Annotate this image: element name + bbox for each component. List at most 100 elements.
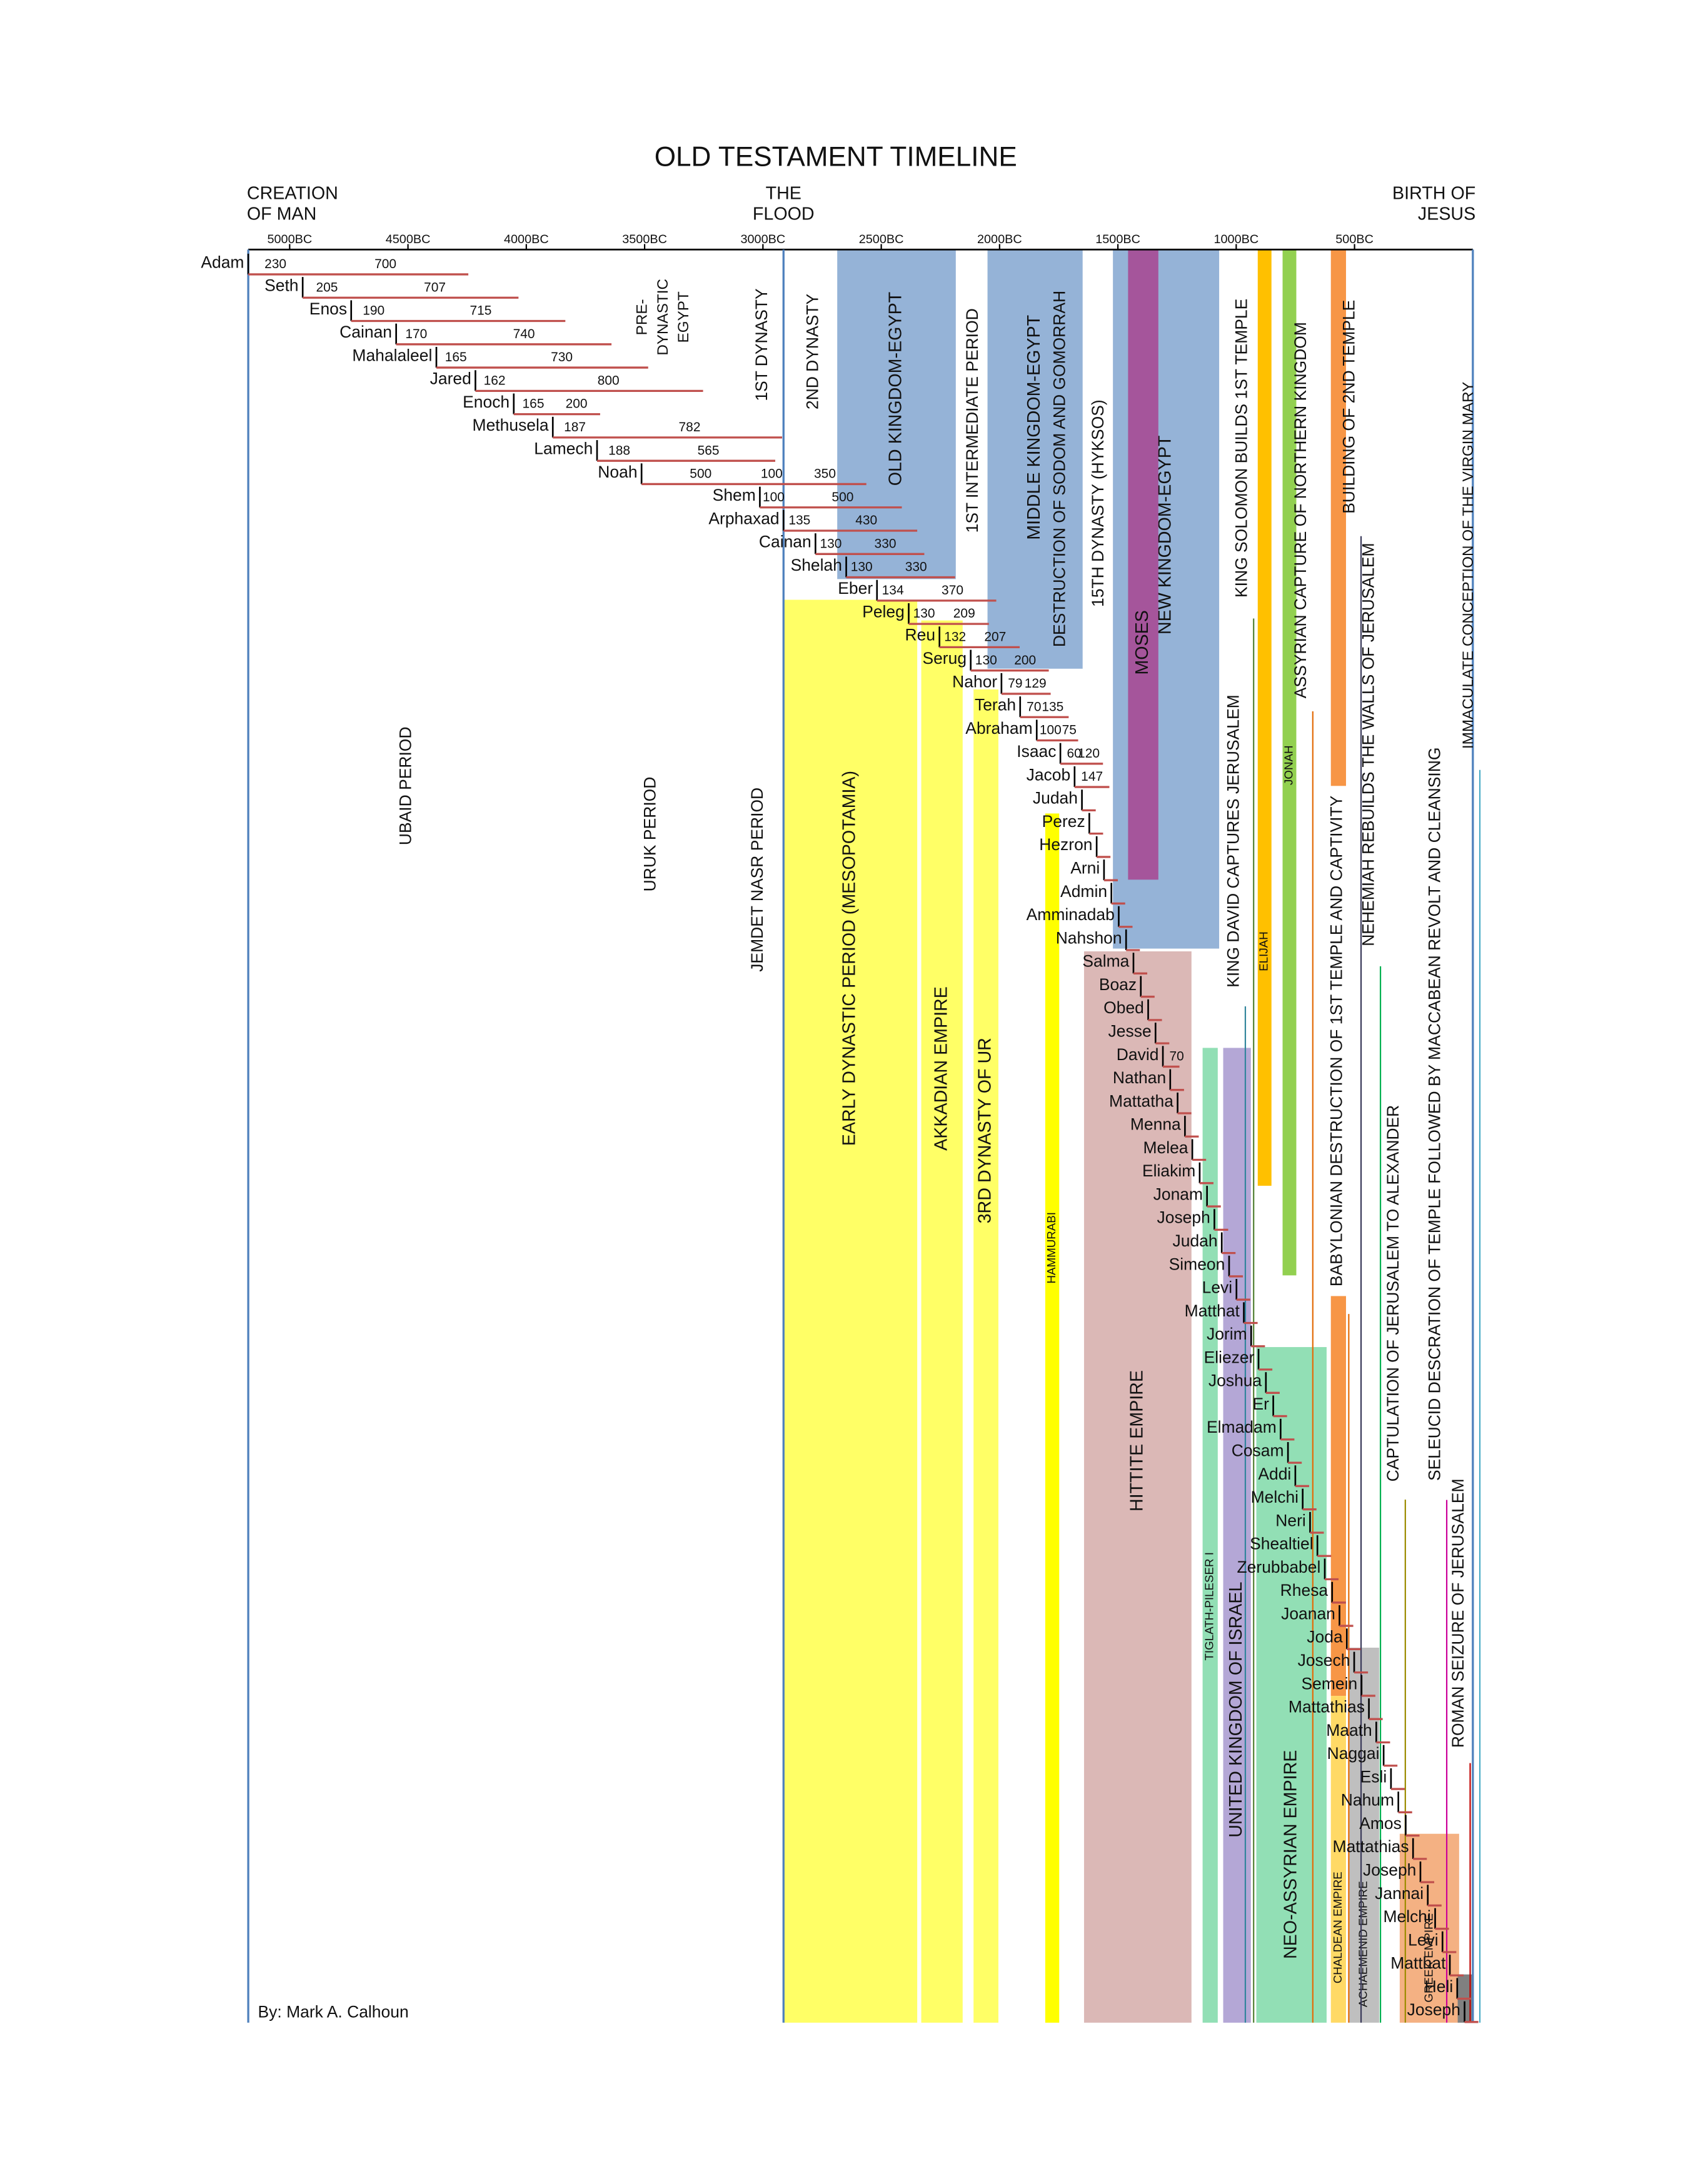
person-name: Eber [838,579,873,598]
person-name: Mahalaleel [352,346,432,364]
birth-label: BIRTH OF [1392,184,1475,204]
age-label: 565 [698,443,720,458]
person-name: Peleg [862,602,905,621]
age-label: 430 [855,513,877,528]
person-name: Levi [1202,1278,1233,1297]
event-label: ROMAN SEIZURE OF JERUSALEM [1449,1478,1467,1748]
age-label: 707 [424,280,446,294]
age-label: 130 [820,536,841,551]
person-name: Josech [1298,1651,1350,1670]
person-name: Shelah [791,556,842,574]
person-name: Abraham [965,719,1032,738]
period-band [1128,249,1158,880]
age-label: 782 [679,420,701,434]
person-name: Addi [1258,1465,1291,1483]
event-label: IMMACULATE CONCEPTION OF THE VIRGIN MARY [1460,382,1477,749]
event-label: EGYPT [675,291,692,343]
person-name: Matthat [1185,1301,1240,1320]
person-name: Nahum [1341,1791,1394,1810]
age-label: 190 [363,304,384,318]
person-name: David [1117,1045,1159,1064]
band-label: OLD KINGDOM-EGYPT [886,292,906,486]
person-name: Terah [975,696,1016,714]
band-label: CHALDEAN EMPIRE [1331,1871,1344,1983]
x-tick-label: 500BC [1335,233,1374,246]
person-name: Salma [1082,952,1129,971]
event-label: CAPTULATION OF JERUSALEM TO ALEXANDER [1384,1105,1402,1482]
person-name: Matthat [1390,1954,1446,1973]
person-name: Methusela [473,416,549,434]
age-label: 165 [445,350,467,364]
event-label: DYNASTIC [655,279,671,356]
person-name: Cainan [339,323,392,341]
person-name: Jannai [1375,1884,1424,1903]
event-label: PRE- [634,299,651,335]
event-label: 1ST DYNASTY [752,288,771,401]
age-label: 129 [1025,676,1047,691]
age-label: 134 [882,583,904,598]
person-name: Nathan [1113,1068,1166,1087]
x-tick-label: 5000BC [267,233,312,246]
event-label: 15TH DYNASTY (HYKSOS) [1088,399,1107,607]
band-label: HITTITE EMPIRE [1127,1370,1147,1511]
band-label: MIDDLE KINGDOM-EGYPT [1024,315,1044,540]
person-name: Nahshon [1056,928,1122,947]
person-name: Esli [1360,1767,1387,1786]
event-label: URUK PERIOD [640,777,659,892]
person-name: Hezron [1039,835,1092,854]
age-label: 500 [831,490,853,504]
person-name: Cainan [759,533,811,551]
age-label: 740 [513,327,535,341]
period-band [1349,1647,1379,2023]
age-label: 800 [598,373,620,388]
age-label: 100 [761,467,783,481]
person-name: Eliakim [1142,1161,1195,1180]
period-band [1399,1833,1459,2023]
age-label: 130 [975,653,997,668]
age-label: 79 [1008,676,1022,691]
person-name: Joseph [1407,2000,1460,2019]
creation-label: OF MAN [247,204,316,224]
event-label: DESTRUCTION OF SODOM AND GOMORRAH [1050,291,1068,647]
person-name: Cosam [1232,1441,1284,1460]
age-label: 370 [942,583,963,598]
x-tick-label: 2500BC [859,233,904,246]
person-name: Amos [1359,1814,1402,1833]
age-label: 130 [851,560,873,574]
age-label: 120 [1078,746,1100,761]
age-label: 170 [405,327,427,341]
flood-label: THE [766,184,801,204]
person-name: Judah [1173,1231,1218,1250]
flood-label: FLOOD [753,204,815,224]
age-label: 70 [1169,1049,1183,1064]
period-band [1256,1347,1327,2023]
age-label: 700 [374,257,396,271]
person-name: Boaz [1099,975,1137,994]
band-label: NEO-ASSYRIAN EMPIRE [1280,1750,1300,1959]
person-name: Eliezer [1204,1348,1255,1366]
x-tick-label: 2000BC [977,233,1022,246]
person-name: Seth [264,276,298,295]
person-name: Jared [430,369,471,388]
person-name: Melchi [1251,1488,1299,1506]
x-tick-label: 4000BC [504,233,549,246]
person-name: Isaac [1017,742,1056,761]
band-label: GREEK EMPIRE [1422,1913,1435,2003]
person-name: Admin [1060,882,1107,901]
x-tick-label: 1000BC [1213,233,1258,246]
age-label: 209 [953,606,975,621]
person-name: Semein [1302,1674,1358,1693]
event-label: UBAID PERIOD [396,726,415,845]
event-label: BUILDING OF 2ND TEMPLE [1339,300,1358,514]
age-label: 330 [905,560,927,574]
period-band [783,599,918,2023]
person-name: Simeon [1169,1255,1225,1273]
event-label: SELEUCID DESCRATION OF TEMPLE FOLLOWED B… [1425,748,1444,1481]
period-band [1045,813,1060,2023]
credit: By: Mark A. Calhoun [258,2002,409,2021]
creation-label: CREATION [247,184,338,204]
age-label: 135 [788,513,810,528]
age-label: 330 [875,536,897,551]
person-name: Reu [905,626,936,644]
event-label: BABYLONIAN DESTRUCTION OF 1ST TEMPLE AND… [1327,795,1346,1286]
